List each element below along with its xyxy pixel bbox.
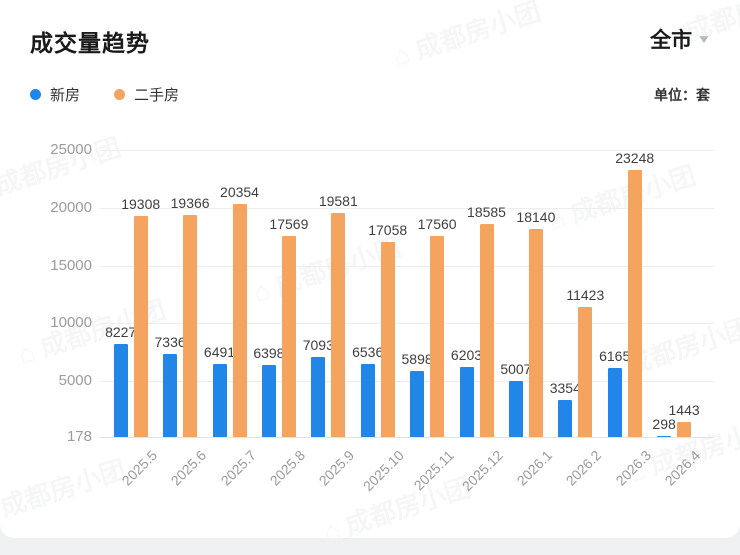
bar-新房-2025.7[interactable]: [212, 364, 227, 437]
bar-value-label: 18140: [516, 209, 556, 226]
bar-value-label: 17560: [417, 216, 457, 232]
bar-value-label: 17569: [269, 215, 309, 232]
x-axis-label: 2025.7: [217, 447, 259, 489]
x-axis-label: 2025.10: [359, 447, 408, 495]
bar-value-label: 23248: [615, 150, 655, 167]
grid-line: [100, 381, 714, 383]
bar-二手房-2025.12[interactable]: [479, 224, 494, 437]
chevron-down-icon: ▼: [696, 32, 712, 46]
bar-value-label: 20354: [220, 183, 259, 200]
y-axis-label: 25000: [50, 141, 92, 158]
bar-二手房-2026.2[interactable]: [578, 307, 593, 437]
unit-label: 单位：套: [654, 86, 710, 103]
y-axis-label: 5000: [58, 372, 92, 390]
bar-value-label: 11423: [566, 287, 605, 303]
legend-label-second-hand: 二手房: [134, 87, 180, 104]
bar-二手房-2025.5[interactable]: [133, 215, 148, 437]
bar-value-label: 19308: [121, 195, 161, 212]
x-axis-label: 2026.1: [513, 447, 556, 489]
bar-value-label: 19581: [318, 192, 358, 209]
bar-新房-2025.11[interactable]: [410, 370, 425, 437]
grid-line: [100, 150, 714, 151]
y-axis-label: 10000: [50, 314, 92, 332]
header: 成交量趋势 全市 ▼: [30, 24, 712, 58]
bar-新房-2025.10[interactable]: [360, 363, 375, 437]
legend-row: 新房 二手房 单位：套: [30, 84, 710, 105]
bar-value-label: 6536: [352, 343, 384, 360]
x-axis-label: 2025.6: [167, 447, 210, 489]
bar-二手房-2026.4[interactable]: [677, 422, 692, 437]
grid-line: [100, 265, 714, 267]
bar-value-label: 5898: [401, 350, 433, 367]
region-label: 全市: [650, 29, 693, 52]
bar-value-label: 17058: [368, 221, 408, 238]
bar-value-label: 298: [652, 415, 676, 432]
bar-value-label: 6203: [450, 347, 483, 364]
x-axis-label: 2025.5: [118, 447, 161, 489]
legend-dot-second-hand: [114, 89, 126, 100]
bar-新房-2025.9[interactable]: [311, 357, 326, 437]
legend-dot-new-home: [30, 89, 41, 100]
legend-label-new-home: 新房: [50, 87, 81, 104]
x-axis-label: 2026.2: [563, 447, 605, 489]
x-axis-label: 2026.3: [612, 447, 655, 489]
x-axis-label: 2025.11: [410, 447, 457, 494]
bar-value-label: 18585: [467, 204, 506, 221]
bar-二手房-2025.9[interactable]: [331, 212, 346, 437]
bar-value-label: 3354: [549, 380, 581, 397]
bar-value-label: 6398: [253, 345, 285, 362]
bar-新房-2026.2[interactable]: [558, 400, 573, 437]
bar-chart: 178 5000 10000 15000 20000 25000 8227 19308 2025…: [0, 120, 740, 538]
bar-新房-2025.12[interactable]: [459, 367, 474, 437]
bar-新房-2026.1[interactable]: [508, 381, 523, 437]
bar-二手房-2025.7[interactable]: [232, 203, 247, 437]
bar-value-label: 5007: [500, 361, 532, 378]
bar-二手房-2025.10[interactable]: [380, 241, 395, 437]
bar-value-label: 6165: [599, 347, 631, 364]
legend: 新房 二手房: [30, 84, 179, 105]
bar-新房-2025.6[interactable]: [163, 354, 178, 437]
bar-value-label: 7093: [302, 337, 334, 353]
bar-新房-2025.5[interactable]: [113, 343, 128, 437]
legend-item-new-home[interactable]: 新房: [30, 84, 80, 105]
x-axis-label: 2025.9: [316, 447, 358, 489]
bar-value-label: 1443: [668, 402, 700, 419]
bar-value-label: 19366: [170, 195, 210, 212]
y-axis-label: 15000: [50, 256, 92, 274]
bar-value-label: 8227: [105, 323, 137, 340]
x-axis-label: 2026.4: [661, 447, 704, 489]
grid-line: [100, 323, 714, 325]
bar-新房-2026.3[interactable]: [607, 367, 622, 437]
legend-item-second-hand[interactable]: 二手房: [114, 84, 179, 105]
chart-card: ⌂ 成都房小团⌂ 成都房小团⌂ 成都房小团⌂ 成都房小团⌂ 成都房小团⌂ 成都房…: [0, 0, 740, 538]
y-axis-label: 178: [66, 428, 92, 445]
x-axis-label: 2025.8: [266, 447, 309, 489]
page-background-strip: [0, 538, 740, 555]
bar-二手房-2025.8[interactable]: [281, 235, 296, 437]
x-axis-label: 2025.12: [458, 447, 506, 495]
bar-新房-2025.8[interactable]: [261, 365, 276, 437]
bar-value-label: 6491: [203, 344, 236, 360]
bar-二手房-2026.1[interactable]: [528, 229, 543, 437]
bar-二手房-2025.11[interactable]: [430, 236, 445, 437]
y-axis-label: 20000: [50, 198, 92, 216]
bar-新房-2026.4[interactable]: [657, 435, 672, 437]
bar-二手房-2026.3[interactable]: [627, 170, 642, 437]
bar-二手房-2025.6[interactable]: [183, 215, 198, 437]
page-title: 成交量趋势: [30, 30, 150, 56]
grid-line: [100, 207, 714, 209]
bar-value-label: 7336: [154, 334, 186, 351]
grid-line: [100, 437, 714, 438]
region-selector[interactable]: 全市 ▼: [650, 24, 712, 54]
